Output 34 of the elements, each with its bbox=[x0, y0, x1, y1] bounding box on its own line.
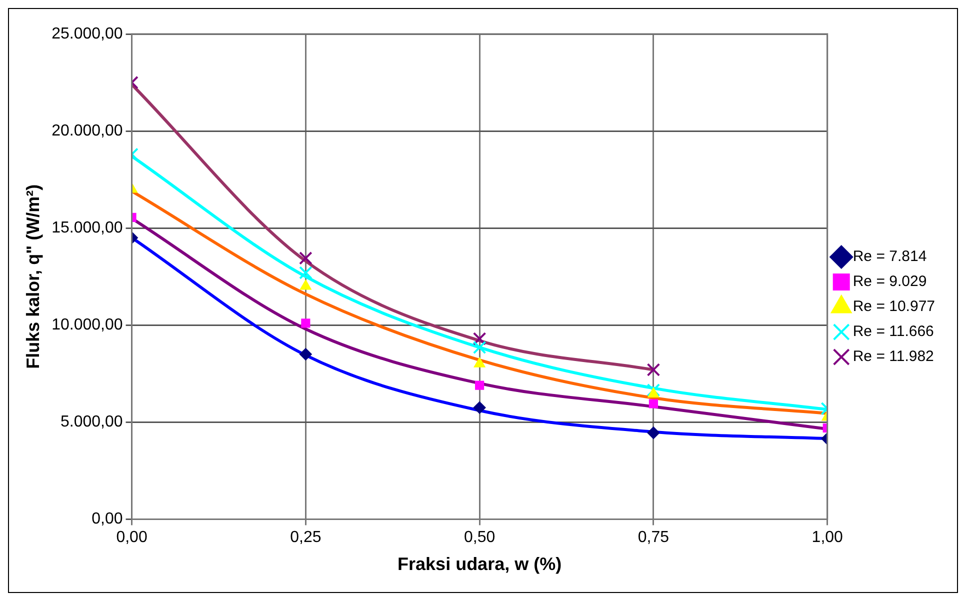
point bbox=[474, 402, 486, 414]
legend-label: Re = 10.977 bbox=[852, 298, 936, 316]
x-tick-label: 0,00 bbox=[116, 529, 148, 546]
x-tick-label: 0,75 bbox=[638, 529, 670, 546]
legend-label: Re = 11.666 bbox=[852, 323, 934, 340]
y-tick-label: 25.000,00 bbox=[52, 25, 123, 42]
x-tick-label: 0,25 bbox=[290, 529, 322, 546]
x-tick-label: 0,50 bbox=[464, 529, 496, 546]
y-tick-label: 15.000,00 bbox=[52, 219, 123, 236]
y-tick-label: 20.000,00 bbox=[52, 122, 123, 140]
legend-label: Re = 11.982 bbox=[852, 348, 934, 366]
legend-label: Re = 7.814 bbox=[852, 248, 927, 266]
point bbox=[475, 380, 484, 390]
y-tick-label: 0,00 bbox=[92, 510, 123, 528]
point bbox=[474, 358, 485, 368]
point bbox=[646, 363, 660, 376]
point bbox=[648, 388, 659, 398]
x-axis-title: Fraksi udara, w (%) bbox=[398, 554, 562, 574]
point bbox=[646, 383, 660, 397]
point bbox=[648, 399, 658, 408]
point bbox=[301, 318, 310, 328]
line-series bbox=[132, 82, 655, 372]
legend-label: Re = 9.029 bbox=[852, 273, 927, 290]
point bbox=[472, 340, 486, 354]
point bbox=[299, 266, 312, 280]
y-tick-label: 10.000,00 bbox=[52, 316, 123, 334]
point bbox=[647, 426, 660, 439]
point bbox=[300, 280, 312, 290]
y-axis-title: Fluks kalor, q" (W/m²) bbox=[22, 184, 43, 369]
point bbox=[299, 252, 312, 265]
y-tick-label: 5.000,00 bbox=[60, 414, 123, 431]
x-tick-label: 1,00 bbox=[812, 529, 844, 546]
point bbox=[472, 332, 486, 346]
point bbox=[300, 348, 312, 360]
